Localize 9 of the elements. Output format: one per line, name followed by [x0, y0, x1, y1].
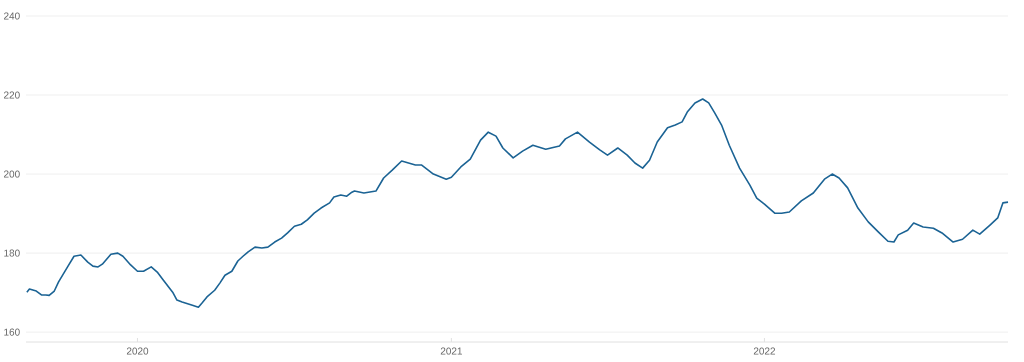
line-series: [26, 98, 1009, 309]
y-tick-label: 160: [4, 328, 20, 336]
x-tick-label: 2022: [753, 347, 776, 355]
x-tick-label: 2020: [126, 347, 149, 355]
y-tick-label: 200: [4, 170, 20, 178]
y-tick-label: 240: [4, 12, 20, 20]
y-tick-label: 220: [4, 91, 20, 99]
x-tick-label: 2021: [440, 347, 462, 355]
y-tick-label: 180: [4, 249, 20, 257]
